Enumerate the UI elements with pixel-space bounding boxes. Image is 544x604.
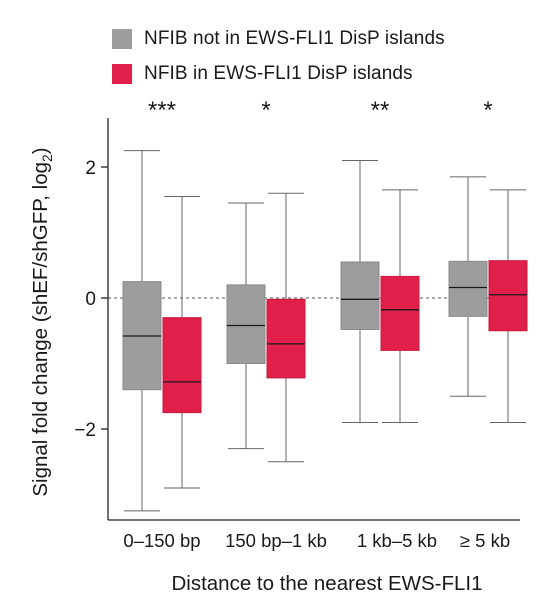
y-tick-label: −2 [74,420,96,441]
legend-item-not-in-islands: NFIB not in EWS-FLI1 DisP islands [112,26,445,52]
x-category-label: 150 bp–1 kb [225,530,327,551]
x-category-label: 1 kb–5 kb [357,530,437,551]
box-iqr [162,317,202,414]
legend-label: NFIB in EWS-FLI1 DisP islands [144,63,413,84]
box-iqr [448,260,488,317]
legend-swatch-grey [112,29,132,49]
y-axis-title-main: Signal fold change (shEF/shGFP, log [29,162,52,497]
box-iqr [380,275,420,351]
significance-marker: * [261,97,270,124]
significance-marker: *** [148,97,176,124]
x-axis-title: Distance to the nearest EWS-FLI1 [171,572,482,595]
y-tick-label: 0 [85,289,96,310]
significance-marker: * [483,97,492,124]
legend-label: NFIB not in EWS-FLI1 DisP islands [144,28,445,49]
box-iqr [488,260,528,332]
y-axis-title-close: ) [29,147,52,154]
x-category-label: ≥ 5 kb [460,530,510,551]
legend-item-in-islands: NFIB in EWS-FLI1 DisP islands [112,61,413,87]
y-axis-title: Signal fold change (shEF/shGFP, log2) [29,147,55,496]
box-iqr [266,298,306,379]
legend-swatch-red [112,64,132,84]
x-category-label: 0–150 bp [123,530,200,551]
box-iqr [226,284,266,364]
significance-marker: ** [371,97,390,124]
box-iqr [340,261,380,330]
y-axis-title-subscript: 2 [39,154,55,162]
y-tick-label: 2 [85,158,96,179]
